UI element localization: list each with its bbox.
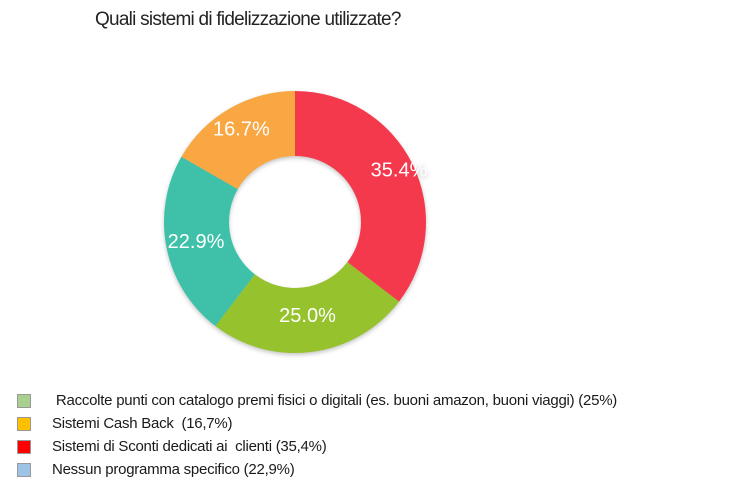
legend-swatch [17, 439, 31, 454]
slice-label: 25.0% [279, 305, 336, 327]
legend-swatch [17, 462, 31, 477]
legend-label: Nessun programma specifico (22,9%) [52, 461, 295, 478]
legend-label: Raccolte punti con catalogo premi fisici… [52, 392, 618, 409]
donut-slice [215, 262, 400, 353]
slice-label: 16.7% [213, 118, 270, 140]
legend-label: Sistemi di Sconti dedicati ai clienti (3… [52, 438, 327, 455]
donut-slice [163, 156, 255, 327]
donut-slice [181, 90, 295, 190]
legend: Raccolte punti con catalogo premi fisici… [17, 389, 750, 481]
legend-item: Raccolte punti con catalogo premi fisici… [17, 389, 750, 412]
slice-label: 22.9% [168, 231, 225, 253]
legend-item: Nessun programma specifico (22,9%) [17, 458, 750, 481]
legend-swatch [17, 393, 31, 408]
donut-slice [295, 91, 426, 302]
chart-title: Quali sistemi di fidelizzazione utilizza… [95, 9, 401, 30]
legend-item: Sistemi di Sconti dedicati ai clienti (3… [17, 435, 750, 458]
donut-chart: 35.4% 25.0% 22.9% 16.7% [163, 90, 428, 353]
legend-swatch [17, 416, 31, 431]
legend-label: Sistemi Cash Back (16,7%) [52, 415, 233, 432]
legend-item: Sistemi Cash Back (16,7%) [17, 412, 750, 435]
slice-label: 35.4% [371, 160, 428, 182]
